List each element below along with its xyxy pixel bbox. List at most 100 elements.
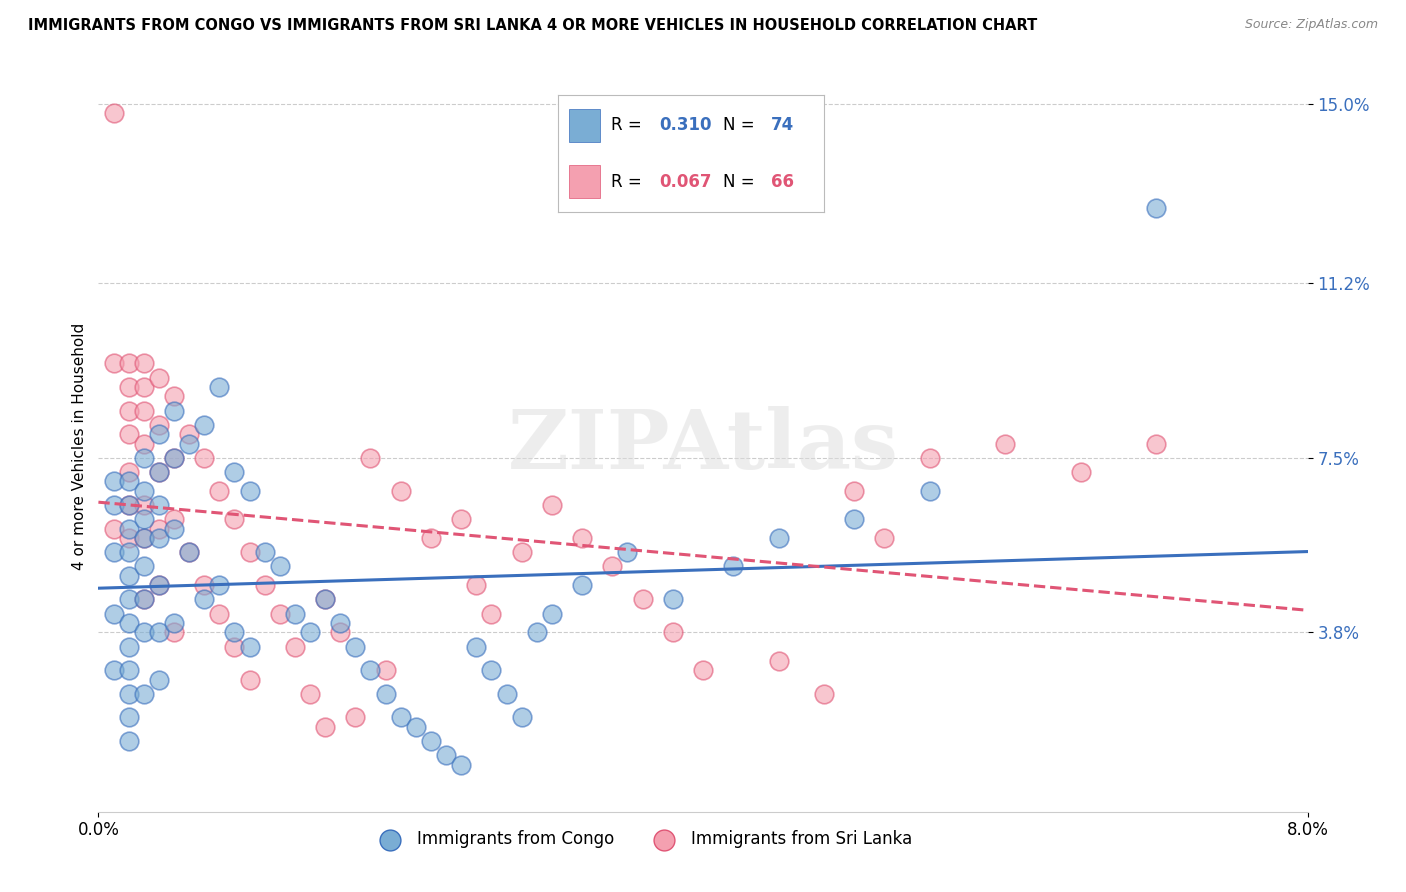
Point [465, 640, 488, 654]
Point [103, 545, 125, 559]
Point [132, 483, 155, 498]
Point [844, 483, 866, 498]
Point [481, 663, 503, 677]
Point [723, 559, 745, 574]
Point [481, 607, 503, 621]
Point [239, 673, 262, 687]
Point [540, 498, 562, 512]
Point [224, 465, 246, 479]
Point [495, 687, 517, 701]
Point [873, 531, 896, 545]
Point [118, 356, 141, 370]
Point [571, 531, 593, 545]
Point [163, 450, 186, 465]
Point [132, 356, 155, 370]
Point [148, 498, 170, 512]
Point [253, 545, 276, 559]
Point [540, 607, 562, 621]
Point [163, 615, 186, 630]
Point [132, 531, 155, 545]
Y-axis label: 4 or more Vehicles in Household: 4 or more Vehicles in Household [72, 322, 87, 570]
Point [148, 522, 170, 536]
Point [374, 687, 396, 701]
Point [163, 512, 186, 526]
Point [768, 654, 790, 668]
Point [103, 498, 125, 512]
Point [118, 640, 141, 654]
Point [420, 531, 443, 545]
Point [994, 436, 1017, 450]
Point [450, 757, 472, 772]
Point [148, 465, 170, 479]
Point [844, 512, 866, 526]
Point [631, 592, 654, 607]
Point [132, 592, 155, 607]
Text: ZIPAtlas: ZIPAtlas [508, 406, 898, 486]
Point [661, 592, 683, 607]
Point [179, 436, 201, 450]
Point [118, 522, 141, 536]
Point [208, 578, 231, 592]
Point [344, 710, 367, 724]
Point [148, 578, 170, 592]
Point [148, 531, 170, 545]
Point [299, 687, 322, 701]
Point [132, 403, 155, 417]
Point [1146, 201, 1168, 215]
Point [179, 545, 201, 559]
Point [692, 663, 714, 677]
Point [253, 578, 276, 592]
Point [284, 607, 307, 621]
Point [224, 640, 246, 654]
Point [239, 483, 262, 498]
Point [813, 687, 835, 701]
Point [918, 450, 941, 465]
Point [405, 720, 427, 734]
Point [148, 625, 170, 640]
Point [208, 483, 231, 498]
Point [299, 625, 322, 640]
Point [374, 663, 396, 677]
Point [193, 578, 215, 592]
Point [148, 578, 170, 592]
Point [103, 475, 125, 489]
Point [269, 559, 291, 574]
Point [510, 710, 533, 724]
Point [344, 640, 367, 654]
Point [132, 592, 155, 607]
Point [148, 673, 170, 687]
Point [193, 417, 215, 432]
Point [526, 625, 548, 640]
Point [148, 370, 170, 384]
Point [918, 483, 941, 498]
Point [768, 531, 790, 545]
Point [360, 663, 382, 677]
Point [118, 498, 141, 512]
Point [103, 663, 125, 677]
Point [132, 380, 155, 394]
Point [616, 545, 638, 559]
Point [132, 531, 155, 545]
Point [329, 615, 352, 630]
Point [132, 687, 155, 701]
Point [118, 710, 141, 724]
Point [208, 607, 231, 621]
Point [163, 522, 186, 536]
Point [163, 450, 186, 465]
Point [132, 450, 155, 465]
Point [118, 531, 141, 545]
Point [118, 734, 141, 748]
Point [450, 512, 472, 526]
Point [103, 356, 125, 370]
Point [103, 106, 125, 120]
Point [118, 427, 141, 442]
Point [208, 380, 231, 394]
Point [239, 640, 262, 654]
Point [389, 483, 412, 498]
Point [269, 607, 291, 621]
Point [148, 465, 170, 479]
Point [118, 687, 141, 701]
Point [132, 498, 155, 512]
Point [163, 625, 186, 640]
Point [179, 545, 201, 559]
